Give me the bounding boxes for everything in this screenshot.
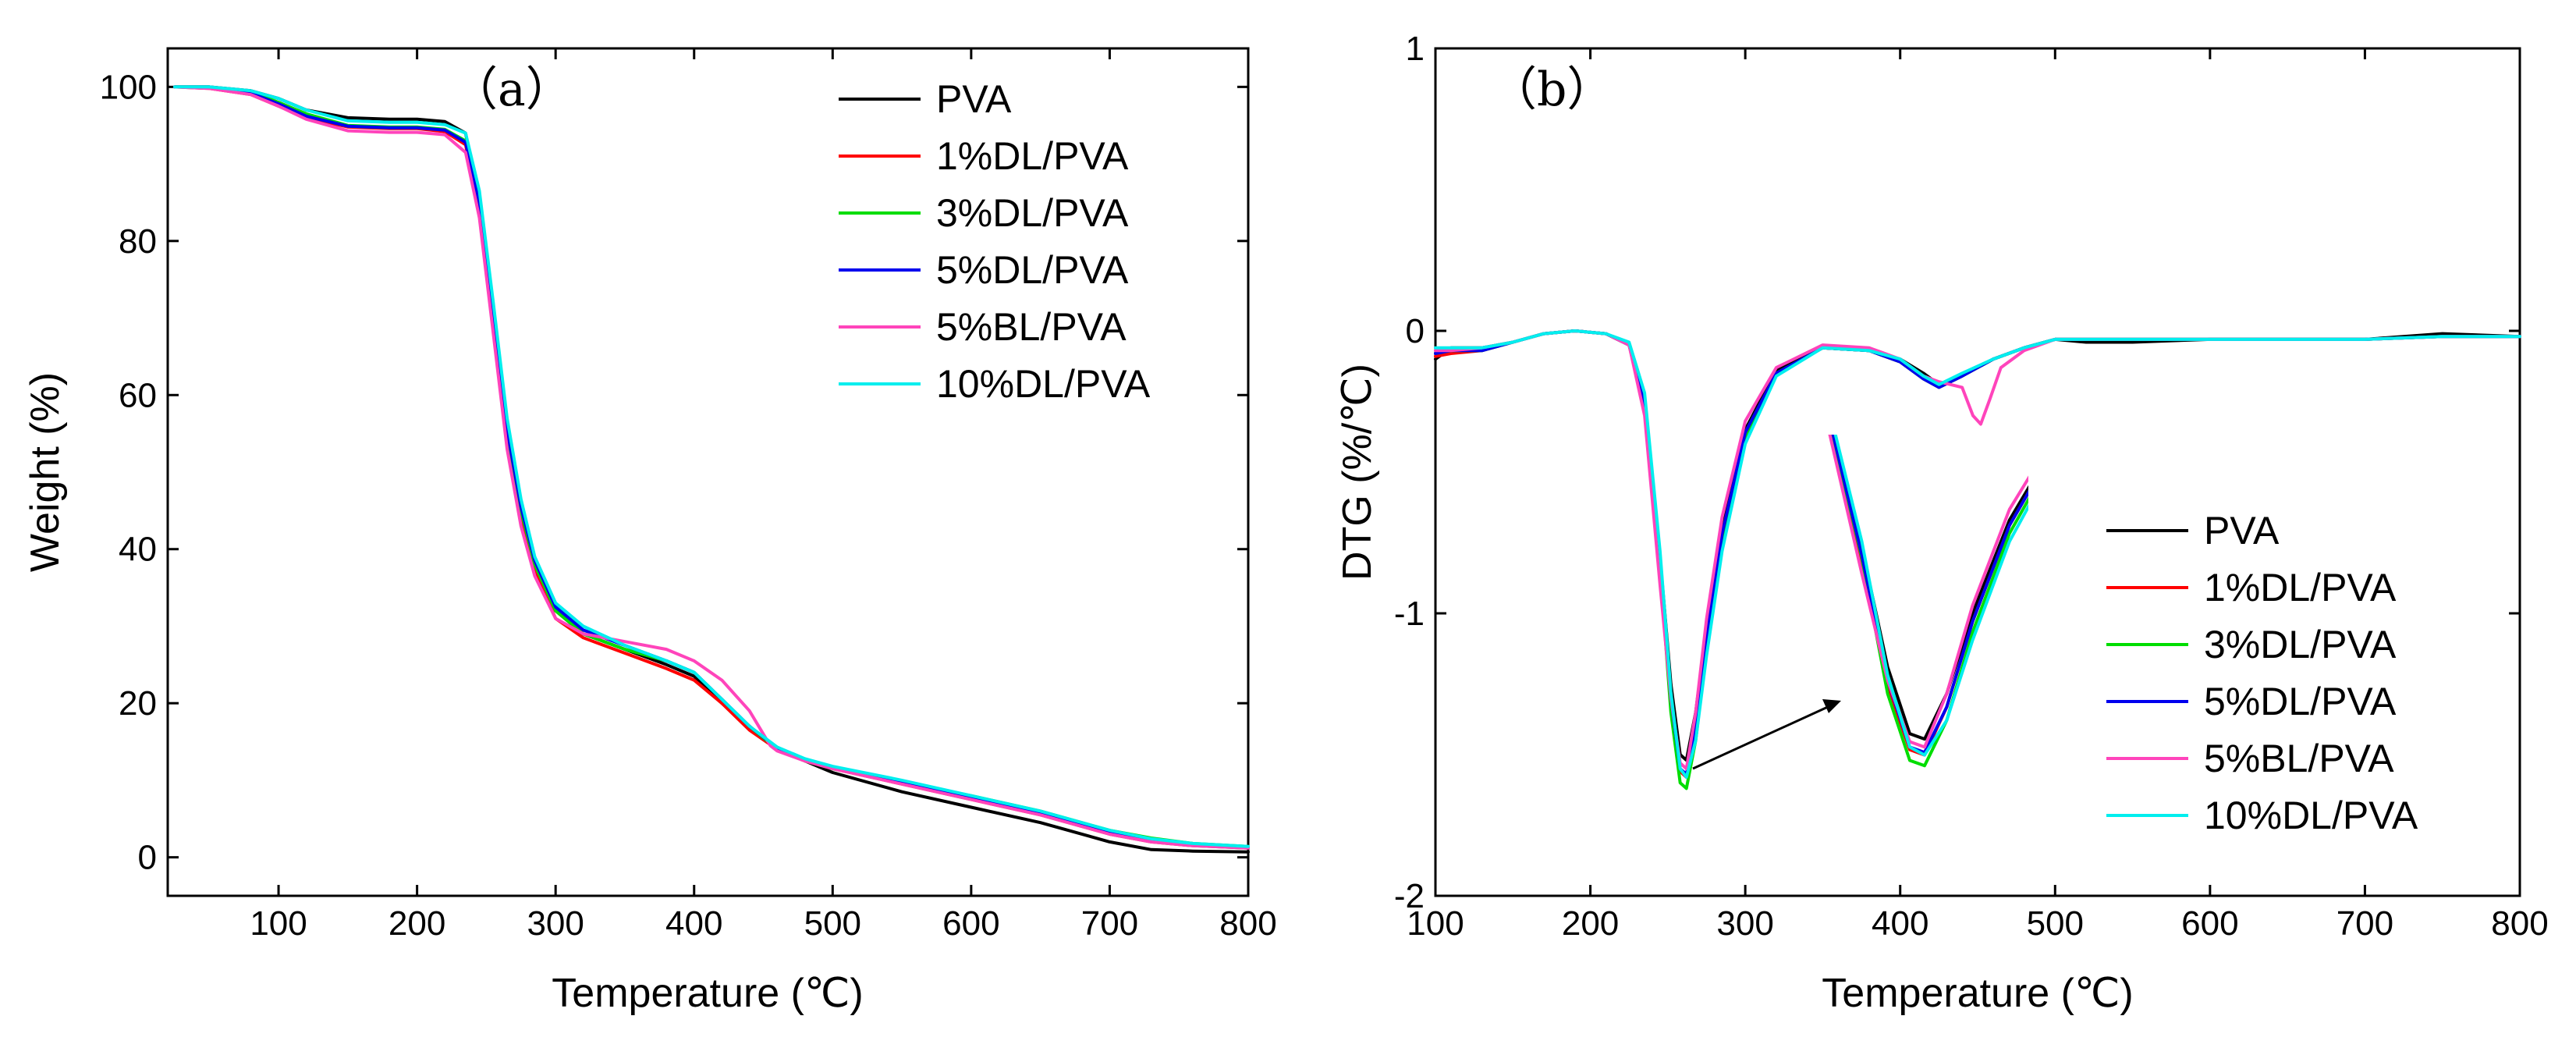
inset-series-line-3 bbox=[1831, 435, 2028, 755]
panel-a-y-tick-label: 80 bbox=[119, 222, 157, 261]
panel-a-legend-label: 10%DL/PVA bbox=[936, 362, 1151, 406]
panel-a-y-axis-title: Weight (%) bbox=[23, 372, 68, 572]
panel-a-legend-label: PVA bbox=[936, 77, 1012, 121]
panel-b-x-tick-label: 500 bbox=[2027, 904, 2084, 943]
panel-b-y-tick-label: 1 bbox=[1406, 30, 1425, 68]
panel-b-x-tick-label: 700 bbox=[2336, 904, 2393, 943]
panel-b-x-tick-label: 400 bbox=[1872, 904, 1928, 943]
panel-a-legend-label: 1%DL/PVA bbox=[936, 134, 1129, 178]
inset-arrow-head bbox=[1822, 699, 1841, 713]
panel-b-legend-label: 5%BL/PVA bbox=[2204, 737, 2394, 780]
panel-b-peak-inset bbox=[1828, 435, 2028, 768]
panel-b-y-tick-label: -2 bbox=[1394, 877, 1425, 915]
panel-a-series-line-4 bbox=[172, 85, 1250, 850]
inset-series-line-5 bbox=[1833, 435, 2028, 757]
panel-a-x-tick-label: 200 bbox=[389, 904, 445, 943]
panel-b-legend-label: 10%DL/PVA bbox=[2204, 794, 2418, 837]
panel-a-label: （a） bbox=[451, 62, 573, 117]
panel-a-legend-label: 3%DL/PVA bbox=[936, 191, 1129, 235]
panel-b-x-axis-title: Temperature (℃) bbox=[1822, 971, 2133, 1016]
panel-b-plot-frame bbox=[1434, 47, 2521, 897]
panel-b-series-line-5 bbox=[1434, 329, 2521, 779]
inset-series-line-0 bbox=[1832, 435, 2028, 741]
panel-a-legend-label: 5%BL/PVA bbox=[936, 305, 1127, 349]
panel-a-y-tick-label: 40 bbox=[119, 531, 157, 569]
inset-series-line-1 bbox=[1830, 435, 2028, 757]
panel-b-legend-label: 3%DL/PVA bbox=[2204, 623, 2397, 666]
panel-a-legend-label: 5%DL/PVA bbox=[936, 248, 1129, 292]
panel-a-plot-frame bbox=[166, 47, 1250, 897]
inset-series-line-4 bbox=[1828, 435, 2028, 749]
panel-a-x-tick-label: 100 bbox=[250, 904, 307, 943]
panel-b-series-group bbox=[1434, 329, 2521, 790]
panel-a-x-axis-title: Temperature (℃) bbox=[552, 971, 863, 1016]
panel-a-x-tick-label: 400 bbox=[665, 904, 722, 943]
panel-a-x-tick-label: 300 bbox=[527, 904, 584, 943]
inset-arrow-line bbox=[1692, 705, 1830, 770]
panel-a-y-tick-label: 100 bbox=[100, 68, 157, 106]
panel-b-y-tick-label: -1 bbox=[1394, 595, 1425, 633]
panel-b-y-axis-title: DTG (%/℃) bbox=[1335, 364, 1380, 581]
panel-a-x-tick-label: 500 bbox=[804, 904, 861, 943]
panel-b-x-tick-label: 100 bbox=[1407, 904, 1464, 943]
panel-a-x-tick-label: 700 bbox=[1081, 904, 1138, 943]
panel-b-label: （b） bbox=[1490, 62, 1613, 117]
panel-a-y-tick-label: 60 bbox=[119, 376, 157, 414]
panel-a-y-tick-label: 0 bbox=[138, 839, 157, 877]
panel-b-x-tick-label: 800 bbox=[2491, 904, 2548, 943]
panel-b-dtg-chart: 100 200 300 400 500 600 700 800 -2 -1 0 1 （b） Tempe… bbox=[1335, 30, 2549, 1016]
panel-a-series-line-5 bbox=[172, 85, 1250, 848]
panel-b-legend-label: 1%DL/PVA bbox=[2204, 566, 2397, 609]
panel-a-x-tick-label: 800 bbox=[1219, 904, 1276, 943]
panel-a-ticks: 100 200 300 400 500 600 700 800 0 20 40 60 80 100 bbox=[100, 48, 1277, 943]
panel-a-legend: PVA 1%DL/PVA 3%DL/PVA 5%DL/PVA 5%BL/PVA 10%DL… bbox=[839, 77, 1151, 406]
panel-b-x-tick-label: 300 bbox=[1716, 904, 1773, 943]
panel-b-legend-label: PVA bbox=[2204, 509, 2280, 552]
panel-b-y-tick-label: 0 bbox=[1406, 312, 1425, 350]
panel-a-x-tick-label: 600 bbox=[942, 904, 999, 943]
panel-b-x-tick-label: 200 bbox=[1562, 904, 1619, 943]
panel-a-y-tick-label: 20 bbox=[119, 684, 157, 723]
panel-b-ticks: 100 200 300 400 500 600 700 800 -2 -1 0 1 bbox=[1394, 30, 2549, 943]
panel-a-series-group bbox=[172, 85, 1250, 854]
panel-b-x-tick-label: 600 bbox=[2181, 904, 2238, 943]
panel-b-legend-label: 5%DL/PVA bbox=[2204, 680, 2397, 723]
panel-a-weight-chart: 100 200 300 400 500 600 700 800 0 20 40 60 80 100 （a）… bbox=[23, 47, 1277, 1016]
panel-b-legend: PVA 1%DL/PVA 3%DL/PVA 5%DL/PVA 5%BL/PVA 10%DL… bbox=[2106, 509, 2418, 837]
